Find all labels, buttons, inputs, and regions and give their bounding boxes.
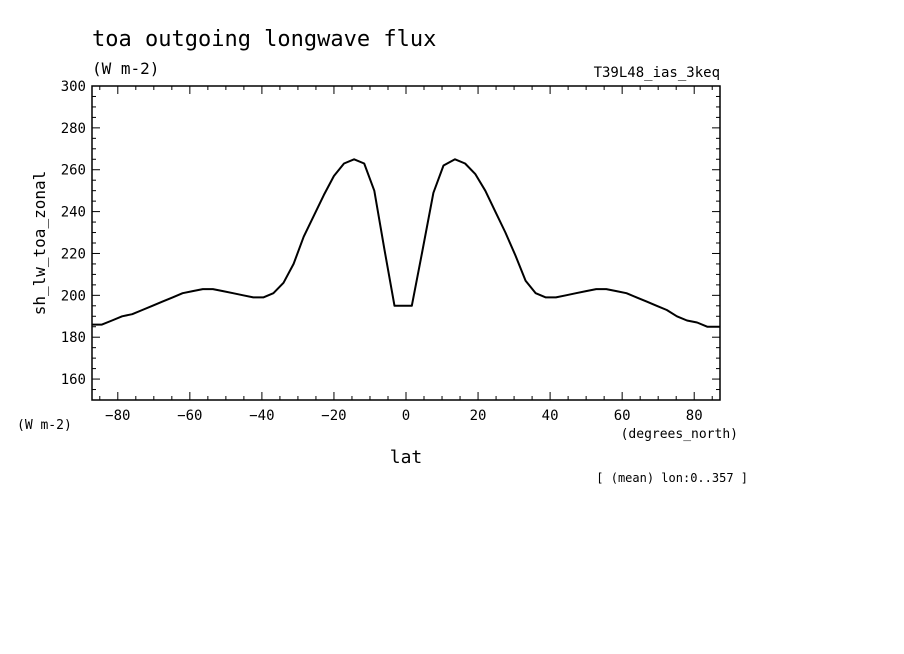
- y-units-label: (W m-2): [17, 418, 72, 433]
- x-tick-label: −20: [321, 408, 346, 424]
- x-ticks: −80 −60 −40 −20 0 20 40 60 80: [99, 86, 713, 424]
- x-units-label: (degrees_north): [621, 427, 738, 442]
- x-tick-label: 20: [470, 408, 487, 424]
- y-tick-label: 200: [61, 288, 86, 304]
- x-tick-label: −60: [177, 408, 202, 424]
- chart-subtitle: (W m-2): [92, 59, 159, 78]
- x-tick-label: 40: [542, 408, 559, 424]
- y-tick-label: 160: [61, 372, 86, 388]
- series-group: [91, 158, 721, 328]
- x-tick-label: 80: [686, 408, 703, 424]
- y-axis-label: sh_lw_toa_zonal: [30, 171, 49, 316]
- chart-title: toa outgoing longwave flux: [92, 27, 436, 52]
- x-axis-label: lat: [390, 447, 423, 468]
- y-tick-label: 300: [61, 79, 86, 95]
- footnote: [ (mean) lon:0..357 ]: [596, 471, 748, 485]
- series-line: [91, 158, 721, 328]
- y-tick-label: 220: [61, 246, 86, 262]
- experiment-label: T39L48_ias_3keq: [594, 65, 720, 81]
- y-tick-label: 280: [61, 121, 86, 137]
- plot-frame: [91, 85, 721, 401]
- y-tick-label: 240: [61, 205, 86, 221]
- y-ticks: 160 180 200 220 240 260 280 300: [61, 79, 720, 401]
- x-tick-label: 0: [402, 408, 410, 424]
- y-tick-label: 180: [61, 330, 86, 346]
- x-tick-label: 60: [614, 408, 631, 424]
- x-tick-label: −80: [105, 408, 130, 424]
- y-tick-label: 260: [61, 163, 86, 179]
- x-tick-label: −40: [249, 408, 274, 424]
